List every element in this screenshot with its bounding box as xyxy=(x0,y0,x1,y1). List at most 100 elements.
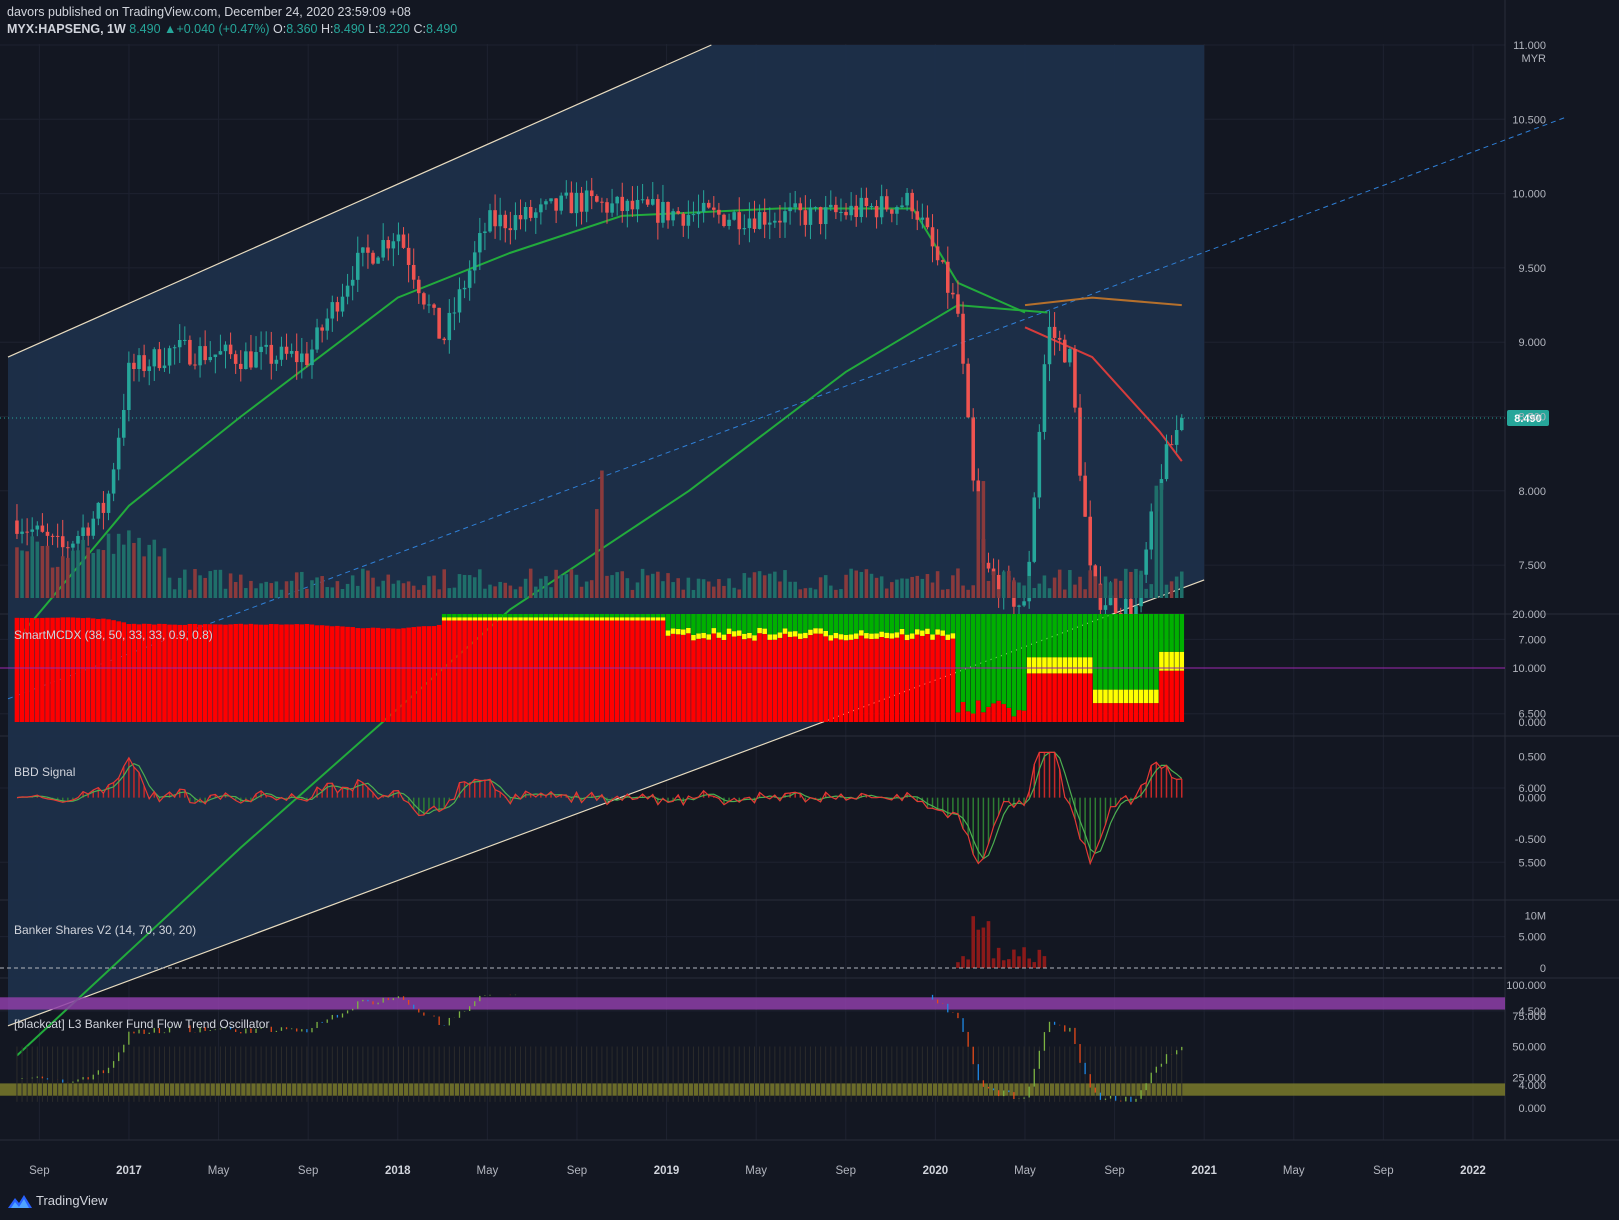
volume-bar xyxy=(1032,587,1037,598)
mcdx-red-bar xyxy=(14,617,20,722)
volume-bar xyxy=(976,491,981,598)
mcdx-green-bar xyxy=(1057,614,1062,658)
mcdx-green-bar xyxy=(889,614,895,634)
candle-body xyxy=(493,210,497,227)
candle-body xyxy=(696,211,701,215)
mcdx-green-bar xyxy=(1082,614,1088,658)
candle-body xyxy=(177,340,182,348)
mcdx-red-bar xyxy=(711,633,717,722)
volume-bar xyxy=(661,581,665,598)
mcdx-red-bar xyxy=(1113,703,1118,722)
mcdx-yellow-bar xyxy=(1169,651,1174,671)
candle-body xyxy=(320,327,324,331)
mcdx-yellow-bar xyxy=(675,628,681,635)
candle-body xyxy=(396,234,401,242)
volume-bar xyxy=(427,576,431,598)
volume-bar xyxy=(1179,571,1184,598)
mcdx-green-bar xyxy=(635,614,640,618)
mcdx-red-bar xyxy=(950,638,956,722)
mcdx-yellow-bar xyxy=(736,630,742,636)
mcdx-red-bar xyxy=(309,624,315,722)
candle-body xyxy=(620,196,625,211)
mcdx-red-bar xyxy=(80,618,86,722)
mcdx-red-bar xyxy=(269,624,274,722)
mcdx-red-bar xyxy=(197,624,203,722)
mcdx-yellow-bar xyxy=(945,634,951,640)
oscillator xyxy=(0,994,1505,1102)
candle-body xyxy=(330,302,335,319)
mcdx-red-bar xyxy=(314,625,320,722)
mcdx-green-bar xyxy=(976,614,981,701)
candle-body xyxy=(121,410,126,438)
mcdx-red-bar xyxy=(213,624,218,722)
mcdx-red-bar xyxy=(299,624,305,722)
banker-bar xyxy=(986,921,991,968)
volume-bar xyxy=(615,572,619,598)
candle-body xyxy=(228,344,233,355)
volume-bar xyxy=(645,575,650,598)
mcdx-red-bar xyxy=(675,634,681,722)
mcdx-green-bar xyxy=(696,614,701,634)
banker-tick-label: 0 xyxy=(1540,963,1546,975)
volume-bar xyxy=(483,588,487,598)
candle-body xyxy=(35,525,40,530)
mcdx-red-bar xyxy=(533,620,539,722)
mcdx-green-bar xyxy=(457,614,462,618)
volume-bar xyxy=(1144,588,1148,598)
mcdx-red-bar xyxy=(1123,703,1129,722)
change-up-icon: ▲ xyxy=(164,22,177,36)
mcdx-yellow-bar xyxy=(533,617,539,621)
volume-bar xyxy=(1113,578,1118,598)
mcdx-red-bar xyxy=(238,623,244,722)
candle-body xyxy=(528,206,533,218)
volume-bar xyxy=(589,580,594,598)
mcdx-yellow-bar xyxy=(523,617,528,621)
volume-bar xyxy=(467,575,472,598)
volume-bar xyxy=(1169,581,1174,598)
candle-body xyxy=(920,217,925,220)
mcdx-red-bar xyxy=(543,620,549,722)
channel-mid-dashed xyxy=(7,117,1566,700)
volume-bar xyxy=(747,577,752,598)
candle-body xyxy=(666,201,670,221)
mcdx-red-bar xyxy=(747,638,752,722)
mcdx-yellow-bar xyxy=(940,630,945,636)
publisher-line: davors published on TradingView.com, Dec… xyxy=(7,5,411,19)
candle-body xyxy=(818,207,823,225)
mcdx-green-bar xyxy=(579,614,584,618)
candle-body xyxy=(554,198,558,211)
volume-bar xyxy=(203,577,207,598)
candle-body xyxy=(162,365,167,369)
candle-body xyxy=(132,362,136,370)
mcdx-yellow-bar xyxy=(879,631,884,638)
mcdx-yellow-bar xyxy=(1123,689,1129,704)
volume-bar xyxy=(839,589,843,598)
price-tick-label: 9.500 xyxy=(1518,263,1546,275)
volume-bar xyxy=(274,581,279,598)
tradingview-branding[interactable]: TradingView xyxy=(8,1193,108,1208)
mcdx-green-bar xyxy=(518,614,523,618)
mcdx-red-bar xyxy=(1174,670,1179,722)
volume-bar xyxy=(1027,575,1031,598)
time-tick-label: Sep xyxy=(567,1165,587,1177)
mcdx-green-bar xyxy=(452,614,457,618)
candle-body xyxy=(722,214,726,227)
volume-bar xyxy=(300,571,304,598)
candle-body xyxy=(457,289,462,313)
mcdx-yellow-bar xyxy=(843,634,849,641)
mcdx-red-bar xyxy=(19,617,25,722)
volume-bar xyxy=(198,575,202,598)
mcdx-red-bar xyxy=(660,620,666,722)
time-tick-label: 2020 xyxy=(923,1165,949,1177)
mcdx-red-bar xyxy=(121,622,127,722)
volume-bar xyxy=(325,587,330,598)
mcdx-red-bar xyxy=(233,624,238,722)
oversold-band xyxy=(0,1083,1505,1096)
volume-bar xyxy=(630,589,635,598)
volume-bar xyxy=(45,545,50,598)
mcdx-yellow-bar xyxy=(625,617,630,621)
candle-body xyxy=(427,304,431,306)
mcdx-red-bar xyxy=(40,617,45,722)
volume-bar xyxy=(442,569,447,598)
